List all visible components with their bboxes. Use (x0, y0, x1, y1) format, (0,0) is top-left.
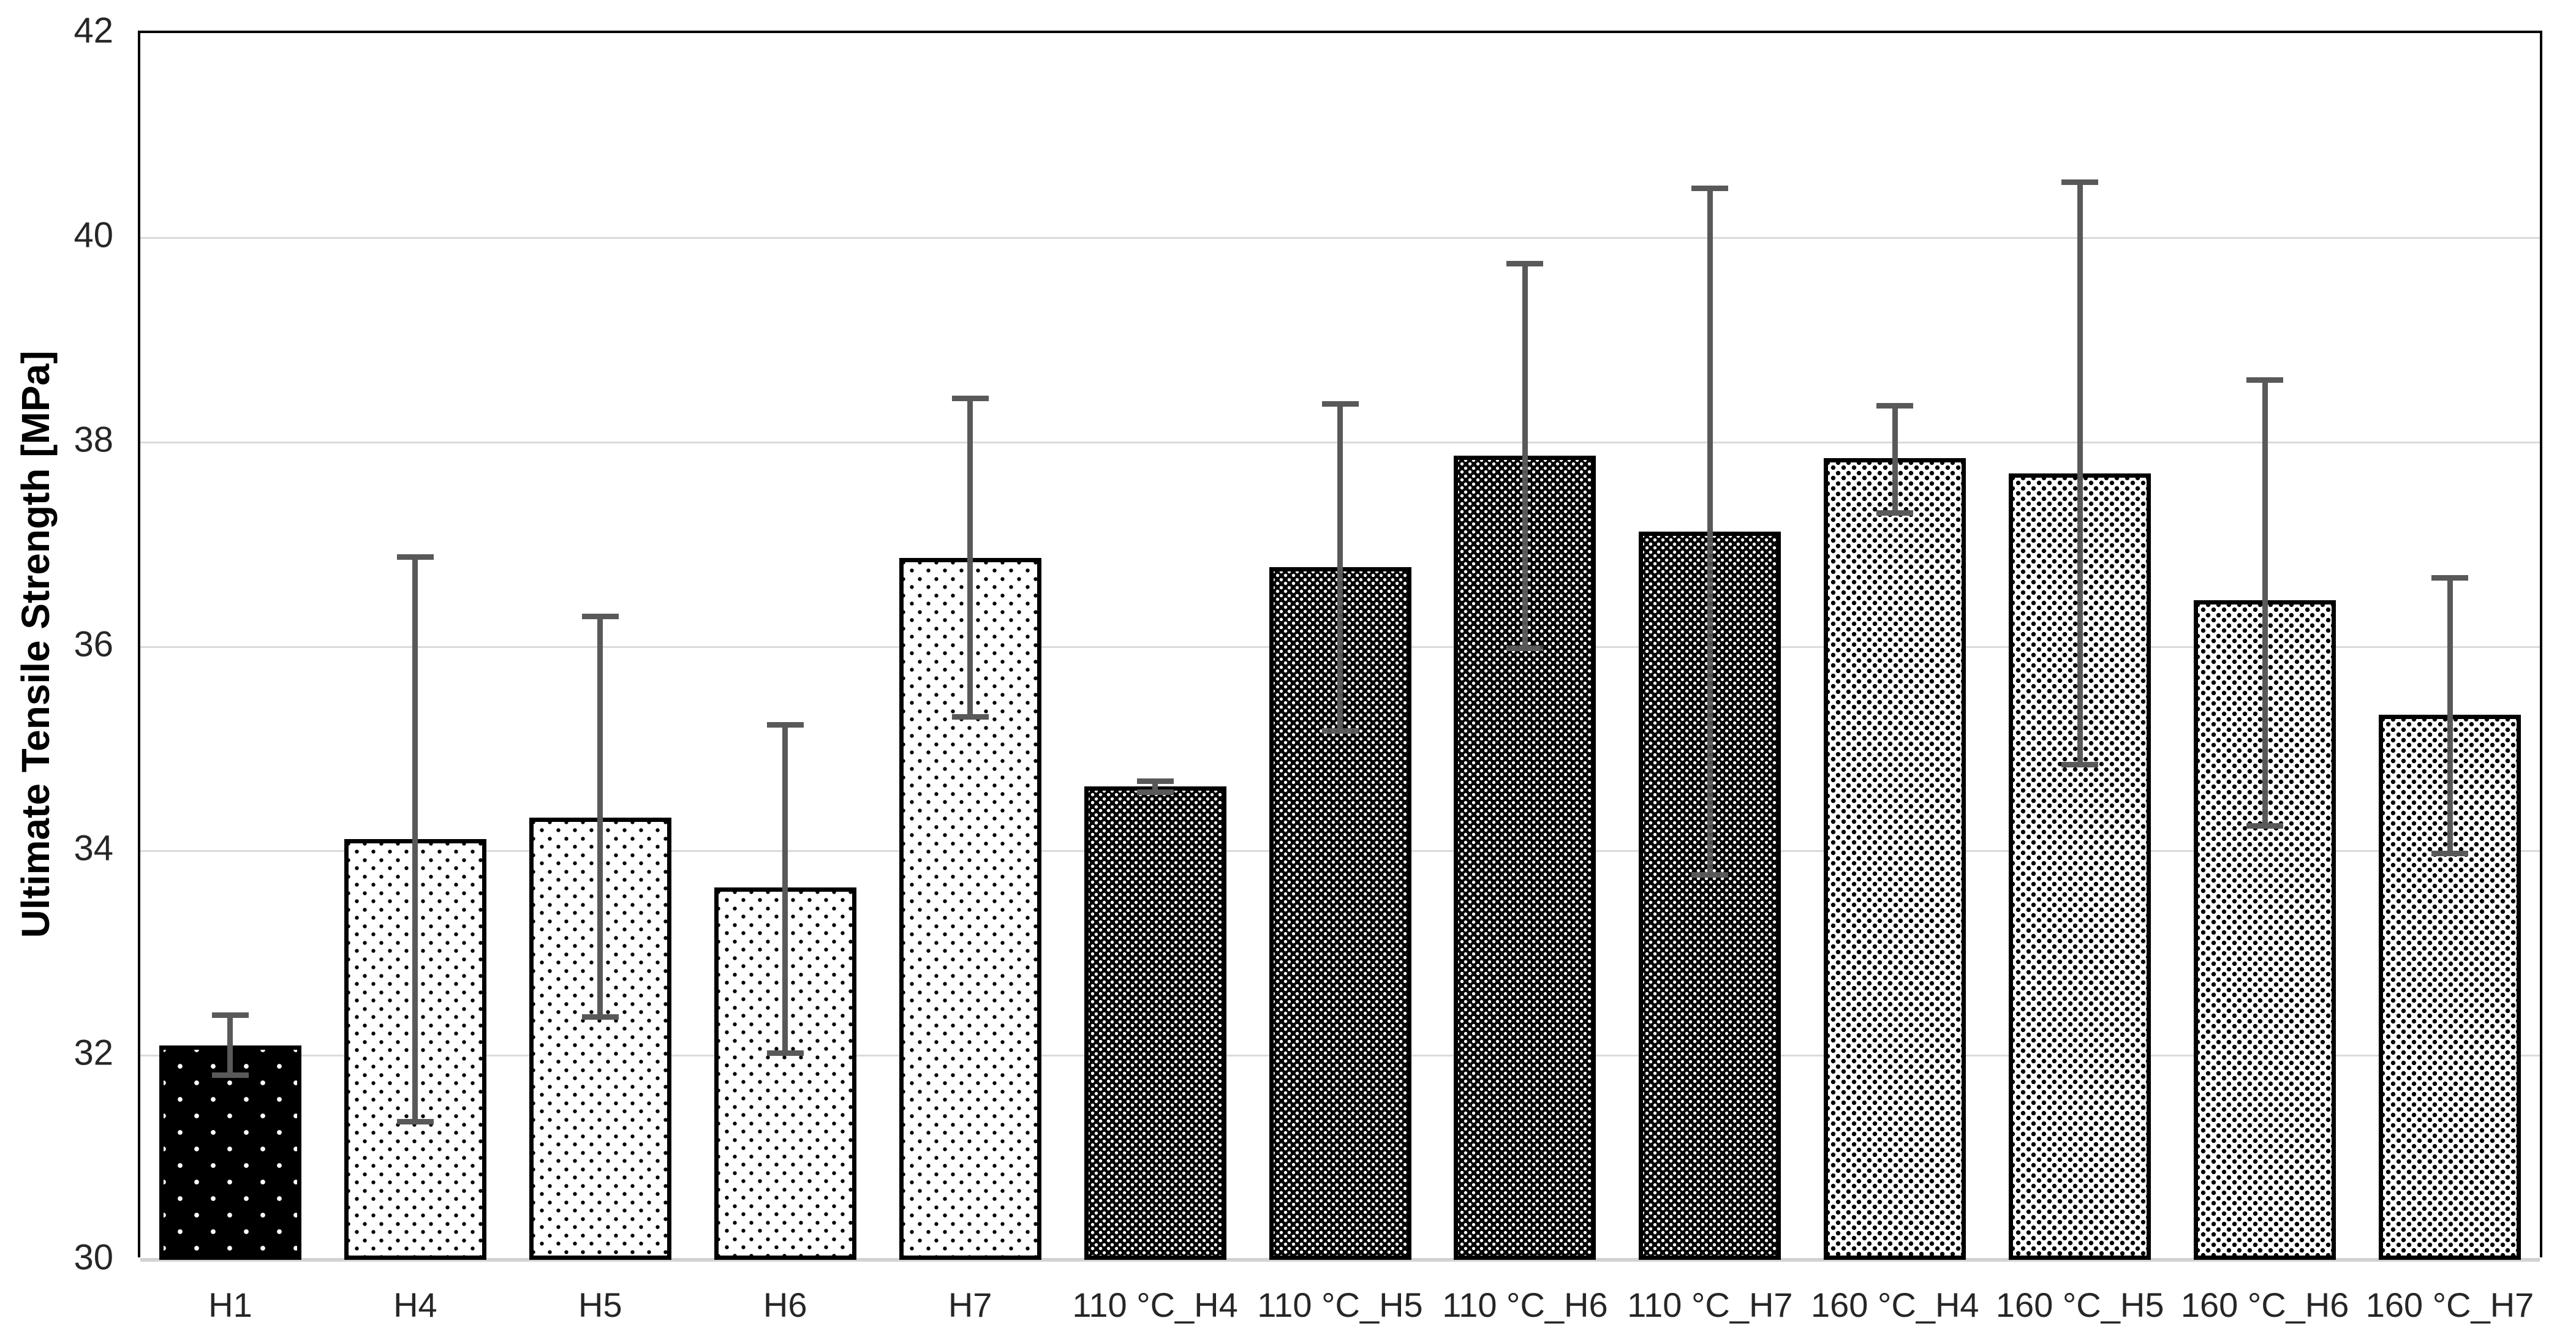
bar-110 °C_H4 (1084, 786, 1226, 1260)
x-tick-label-110 °C_H6: 110 °C_H6 (1442, 1286, 1608, 1324)
x-tick-label-110 °C_H7: 110 °C_H7 (1627, 1286, 1793, 1324)
error-bar-cap-bottom-H1 (211, 1072, 249, 1079)
error-bar-stem-160 °C_H6 (2262, 380, 2268, 826)
error-bar-cap-top-110 °C_H4 (1136, 778, 1174, 784)
x-tick-label-H6: H6 (763, 1286, 807, 1324)
error-bar-cap-top-H6 (766, 721, 804, 728)
error-bar-stem-160 °C_H5 (2077, 182, 2083, 765)
error-bar-cap-top-160 °C_H5 (2061, 179, 2099, 185)
error-bar-stem-H1 (227, 1015, 233, 1075)
error-bar-cap-bottom-160 °C_H6 (2246, 823, 2284, 829)
error-bar-cap-top-110 °C_H5 (1321, 401, 1359, 407)
y-tick-label-40: 40 (74, 215, 113, 255)
error-bar-stem-110 °C_H6 (1522, 263, 1528, 649)
x-tick-label-160 °C_H4: 160 °C_H4 (1810, 1286, 1979, 1324)
error-bar-cap-top-160 °C_H6 (2246, 377, 2284, 383)
error-bar-stem-160 °C_H4 (1892, 405, 1898, 513)
error-bar-cap-top-H5 (581, 613, 619, 619)
error-bar-cap-top-110 °C_H6 (1506, 261, 1544, 267)
gridline-40 (140, 236, 2540, 239)
error-bar-cap-bottom-160 °C_H4 (1876, 510, 1914, 516)
x-tick-label-160 °C_H5: 160 °C_H5 (1995, 1286, 2164, 1324)
bar-110 °C_H5 (1269, 567, 1411, 1260)
x-tick-label-H4: H4 (393, 1286, 437, 1324)
error-bar-stem-110 °C_H4 (1152, 781, 1158, 793)
error-bar-cap-top-H7 (951, 396, 989, 402)
error-bar-cap-bottom-160 °C_H7 (2431, 851, 2469, 857)
error-bar-stem-H4 (412, 557, 418, 1121)
error-bar-cap-top-H1 (211, 1012, 249, 1018)
x-tick-label-110 °C_H4: 110 °C_H4 (1072, 1286, 1238, 1324)
error-bar-stem-110 °C_H5 (1337, 404, 1343, 731)
x-tick-label-160 °C_H7: 160 °C_H7 (2365, 1286, 2534, 1324)
error-bar-cap-bottom-110 °C_H7 (1691, 872, 1729, 878)
error-bar-cap-bottom-160 °C_H5 (2061, 761, 2099, 767)
y-tick-label-32: 32 (74, 1033, 113, 1073)
error-bar-stem-H5 (597, 616, 603, 1017)
error-bar-cap-top-160 °C_H7 (2431, 574, 2469, 581)
y-tick-label-38: 38 (74, 420, 113, 460)
bar-H1 (159, 1045, 301, 1260)
x-tick-label-110 °C_H5: 110 °C_H5 (1257, 1286, 1423, 1324)
error-bar-cap-bottom-H4 (396, 1118, 434, 1124)
error-bar-stem-H6 (782, 725, 788, 1053)
x-tick-label-160 °C_H6: 160 °C_H6 (2180, 1286, 2349, 1324)
error-bar-stem-H7 (967, 398, 973, 717)
bar-160 °C_H6 (2194, 600, 2336, 1260)
error-bar-stem-110 °C_H7 (1707, 188, 1713, 875)
error-bar-cap-top-160 °C_H4 (1876, 403, 1914, 409)
error-bar-cap-bottom-110 °C_H4 (1136, 789, 1174, 796)
x-tick-label-H1: H1 (208, 1286, 252, 1324)
error-bar-cap-bottom-110 °C_H5 (1321, 728, 1359, 734)
y-tick-label-34: 34 (74, 828, 113, 868)
bar-160 °C_H4 (1824, 458, 1966, 1260)
error-bar-cap-bottom-110 °C_H6 (1506, 645, 1544, 651)
error-bar-cap-bottom-H7 (951, 714, 989, 720)
error-bar-cap-bottom-H6 (766, 1050, 804, 1056)
x-axis-baseline (140, 1258, 2540, 1262)
y-tick-label-36: 36 (74, 624, 113, 664)
y-tick-label-42: 42 (74, 10, 113, 51)
error-bar-stem-160 °C_H7 (2447, 578, 2453, 854)
y-tick-label-30: 30 (74, 1237, 113, 1278)
error-bar-cap-top-H4 (396, 554, 434, 560)
error-bar-cap-top-110 °C_H7 (1691, 185, 1729, 191)
x-tick-label-H7: H7 (948, 1286, 992, 1324)
error-bar-cap-bottom-H5 (581, 1014, 619, 1020)
x-tick-label-H5: H5 (578, 1286, 622, 1324)
